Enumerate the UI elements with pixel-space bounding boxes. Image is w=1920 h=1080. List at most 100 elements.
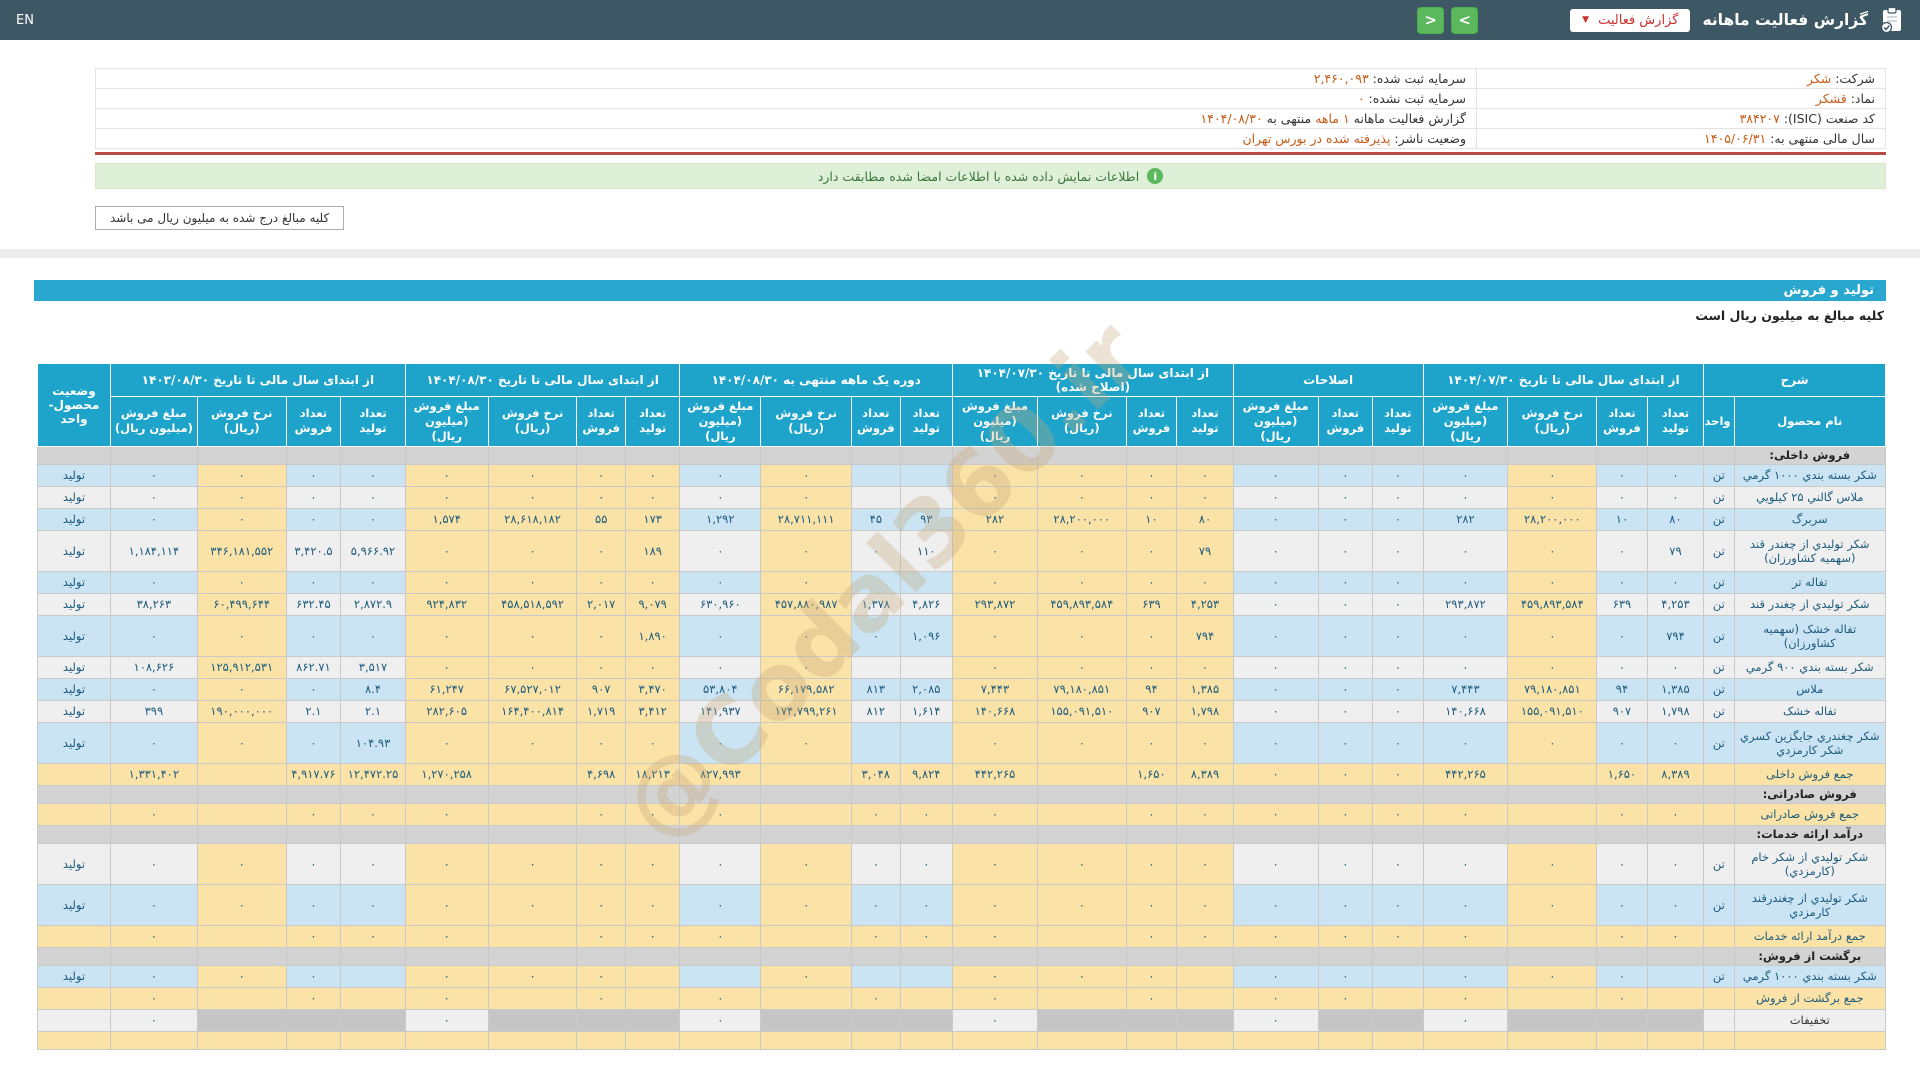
column-group-header: شرح	[1703, 363, 1886, 397]
value-cell: ۰	[1232, 986, 1319, 1010]
value-cell: ۰	[760, 463, 853, 487]
cell	[679, 946, 762, 966]
value-cell: ۴۵۷,۸۸۰,۹۸۷	[760, 592, 853, 616]
value-cell: ۱۰	[1596, 507, 1648, 531]
value-cell: ۰	[1176, 924, 1234, 948]
info-label: نماد:	[1846, 91, 1875, 106]
value-cell: ۰	[285, 842, 342, 885]
value-cell: ۰	[1176, 802, 1234, 826]
info-row: شرکت: شکر سرمایه ثبت شده: ۲,۴۶۰,۰۹۳	[95, 68, 1886, 89]
value-cell: ۰	[1232, 677, 1319, 701]
value-cell: ۰	[285, 924, 342, 948]
value-cell: ۴۴۲,۲۶۵	[1422, 762, 1509, 786]
value-cell: ۱۴۰,۶۶۸	[1422, 699, 1509, 723]
cell	[679, 784, 762, 804]
value-cell: ۰	[1232, 592, 1319, 616]
value-cell: ۱,۳۷۸	[851, 592, 901, 616]
value-cell	[760, 924, 853, 948]
value-cell	[340, 986, 406, 1010]
value-cell: ۰	[1507, 964, 1598, 988]
value-cell: ۰	[679, 570, 762, 594]
value-cell: ۰	[1317, 614, 1374, 657]
value-cell: ۰	[576, 655, 626, 679]
column-header: تعداد فروش	[285, 396, 342, 447]
value-cell: ۰	[1372, 802, 1424, 826]
value-cell: ۸۱۳	[851, 677, 901, 701]
value-cell: ۰	[1596, 842, 1648, 885]
value-cell: ۷۹۴	[1176, 614, 1234, 657]
value-cell: ۰	[1232, 721, 1319, 764]
value-cell: ۰	[760, 614, 853, 657]
value-cell: ۰	[1317, 842, 1374, 885]
value-cell	[1646, 986, 1705, 1010]
column-header: نرخ فروش (ریال)	[760, 396, 853, 447]
value-cell: ۰	[1507, 883, 1598, 926]
value-cell: ۰	[952, 1008, 1038, 1032]
cell	[1125, 784, 1178, 804]
language-toggle-en[interactable]: EN	[16, 12, 34, 28]
value-cell: ۱۰	[1125, 507, 1178, 531]
next-report-button[interactable]: >	[1417, 6, 1445, 34]
cell	[851, 445, 901, 465]
value-cell: ۱۷۳	[624, 507, 681, 531]
value-cell: ۰	[1317, 677, 1374, 701]
info-cell: وضعیت ناشر: پذیرفته شده در بورس تهران	[95, 128, 1477, 149]
column-header: تعداد تولید	[624, 396, 681, 447]
product-name-cell: ملاس	[1733, 677, 1887, 701]
value-cell: ۰	[1125, 924, 1178, 948]
value-cell: ۰	[1036, 721, 1127, 764]
info-value: پذیرفته شده در بورس تهران	[1242, 131, 1391, 146]
cell	[1733, 1030, 1887, 1050]
value-cell	[679, 964, 762, 988]
value-cell: ۰	[1125, 802, 1178, 826]
unit-cell: تن	[1703, 964, 1735, 988]
column-header: نرخ فروش (ریال)	[1036, 396, 1127, 447]
value-cell: ۳,۰۴۸	[851, 762, 901, 786]
value-cell: ۰	[952, 721, 1038, 764]
value-cell: ۰	[624, 721, 681, 764]
production-table: شرح از ابتدای سال مالی تا تاریخ ۱۴۰۴/۰۷/۳…	[37, 363, 1887, 1050]
value-cell	[487, 762, 578, 786]
info-value: ۰	[1357, 91, 1365, 106]
value-cell: ۱,۷۱۹	[576, 699, 626, 723]
value-cell: ۰	[679, 614, 762, 657]
value-cell: ۷,۴۴۳	[1422, 677, 1509, 701]
info-value[interactable]: قشکر	[1815, 91, 1847, 106]
table-row: شکر توليدي از چغندر قند (سهميه کشاورزان)…	[37, 529, 1887, 572]
value-cell: ۰	[1596, 485, 1648, 509]
value-cell: ۳,۴۱۲	[624, 699, 681, 723]
value-cell: ۲.۱	[285, 699, 342, 723]
status-cell: تولید	[37, 570, 111, 594]
value-cell: ۲,۰۸۵	[899, 677, 954, 701]
table-row: فروش صادراتی:	[37, 784, 1887, 804]
chevron-down-icon: ▼	[1582, 15, 1590, 25]
value-cell: ۰	[340, 570, 406, 594]
table-row: سربرگ تن ۸۰ ۱۰ ۲۸,۲۰۰,۰۰۰ ۲۸۲ ۰ ۰ ۰ ۸۰ ۱۰ ۲۸,۲۰۰,۰۰…	[37, 507, 1887, 531]
cell	[851, 824, 901, 844]
cell	[1176, 824, 1234, 844]
table-row: شکر بسته بندي ۱۰۰۰ گرمي تن ۰ ۰ ۰ ۰ ۰ ۰ ۰ ۰ ۰ ۰ ۰ ۰ ۰ ۰ ۰…	[37, 964, 1887, 988]
value-cell: ۰	[624, 570, 681, 594]
cell	[109, 946, 198, 966]
value-cell: ۰	[1372, 762, 1424, 786]
value-cell: ۰	[760, 529, 853, 572]
value-cell	[1125, 1008, 1178, 1032]
cell	[1176, 445, 1234, 465]
report-type-dropdown[interactable]: گزارش فعالیت ▼	[1570, 8, 1691, 32]
info-value[interactable]: شکر	[1806, 71, 1832, 86]
cell	[952, 445, 1038, 465]
value-cell: ۱۸,۲۱۳	[624, 762, 681, 786]
value-cell: ۸۲۷,۹۹۳	[679, 762, 762, 786]
value-cell: ۶۱,۲۴۷	[404, 677, 489, 701]
product-name-cell: تفاله تر	[1733, 570, 1887, 594]
value-cell: ۰	[1372, 485, 1424, 509]
value-cell: ۰	[952, 883, 1038, 926]
cell	[851, 1030, 901, 1050]
value-cell: ۰	[576, 986, 626, 1010]
cell	[404, 1030, 489, 1050]
value-cell: ۰	[487, 463, 578, 487]
value-cell: ۰	[576, 614, 626, 657]
prev-report-button[interactable]: <	[1451, 6, 1479, 34]
cell	[37, 784, 111, 804]
info-value: ۳۸۴۲۰۷	[1739, 111, 1780, 126]
